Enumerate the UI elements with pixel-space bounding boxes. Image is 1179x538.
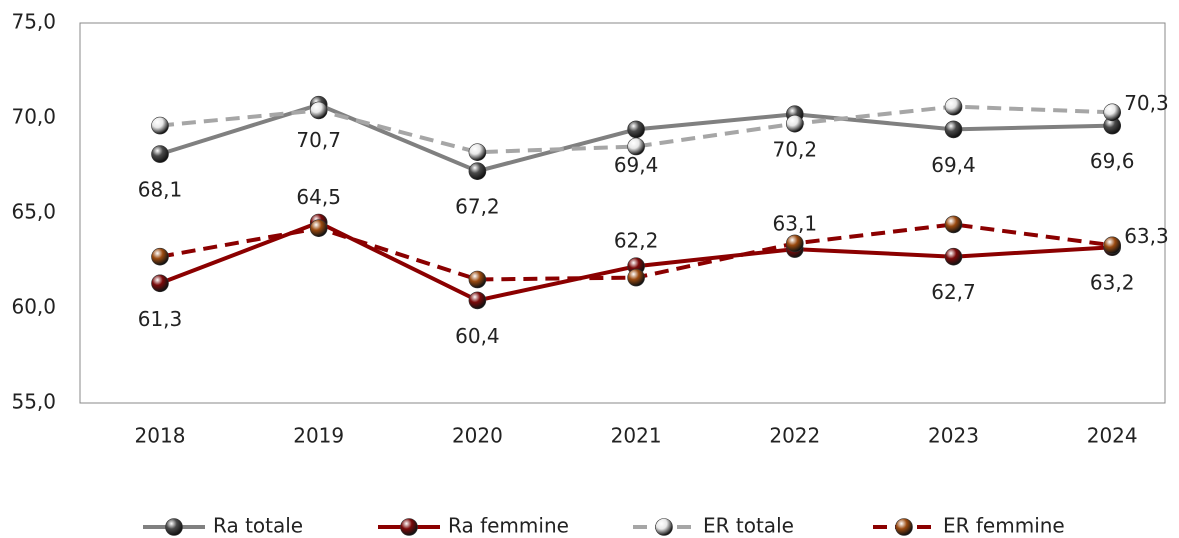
data-label: 62,7 bbox=[931, 280, 976, 304]
data-label: 63,1 bbox=[773, 212, 818, 236]
legend-label: Ra totale bbox=[213, 514, 303, 538]
marker bbox=[165, 518, 183, 536]
marker bbox=[785, 114, 804, 133]
x-tick-label: 2018 bbox=[135, 424, 186, 448]
marker bbox=[151, 145, 169, 163]
legend-label: Ra femmine bbox=[448, 514, 569, 538]
data-label: 70,2 bbox=[773, 138, 818, 162]
marker bbox=[944, 120, 963, 139]
x-tick-label: 2024 bbox=[1087, 424, 1138, 448]
marker bbox=[944, 247, 963, 266]
marker bbox=[627, 137, 645, 156]
x-tick-label: 2022 bbox=[769, 424, 820, 448]
marker bbox=[468, 162, 487, 180]
x-tick-label: 2021 bbox=[611, 424, 662, 448]
y-tick-label: 65,0 bbox=[11, 200, 56, 224]
data-label: 62,2 bbox=[614, 229, 659, 253]
marker bbox=[309, 219, 328, 237]
data-label: 70,3 bbox=[1124, 91, 1169, 115]
marker bbox=[468, 143, 487, 161]
marker bbox=[895, 518, 913, 536]
x-tick-label: 2020 bbox=[452, 424, 503, 448]
data-label: 69,6 bbox=[1090, 149, 1135, 173]
y-tick-label: 60,0 bbox=[11, 295, 56, 319]
marker bbox=[1103, 103, 1121, 122]
x-tick-label: 2019 bbox=[293, 424, 344, 448]
marker bbox=[627, 120, 645, 139]
data-label: 61,3 bbox=[138, 307, 183, 331]
marker bbox=[151, 274, 169, 293]
marker bbox=[151, 247, 169, 266]
marker bbox=[944, 215, 963, 234]
marker bbox=[468, 291, 487, 310]
data-label: 68,1 bbox=[138, 178, 183, 202]
y-tick-label: 70,0 bbox=[11, 105, 56, 129]
data-label: 63,3 bbox=[1124, 224, 1169, 248]
data-label: 63,2 bbox=[1090, 271, 1135, 295]
y-tick-label: 55,0 bbox=[11, 390, 56, 414]
marker bbox=[309, 101, 328, 120]
marker bbox=[627, 268, 645, 287]
marker bbox=[655, 518, 673, 536]
marker bbox=[785, 234, 804, 253]
y-tick-label: 75,0 bbox=[11, 10, 56, 34]
data-label: 64,5 bbox=[296, 185, 341, 209]
marker bbox=[944, 97, 963, 116]
marker bbox=[468, 270, 487, 289]
data-label: 69,4 bbox=[614, 153, 659, 177]
plot-frame bbox=[79, 22, 1166, 404]
marker bbox=[1103, 236, 1121, 255]
marker bbox=[151, 116, 169, 135]
data-label: 60,4 bbox=[455, 324, 500, 348]
data-label: 70,7 bbox=[296, 128, 341, 152]
data-label: 69,4 bbox=[931, 153, 976, 177]
marker bbox=[400, 518, 418, 536]
legend-label: ER totale bbox=[703, 514, 794, 538]
x-tick-label: 2023 bbox=[928, 424, 979, 448]
legend-label: ER femmine bbox=[943, 514, 1065, 538]
data-label: 67,2 bbox=[455, 195, 500, 219]
